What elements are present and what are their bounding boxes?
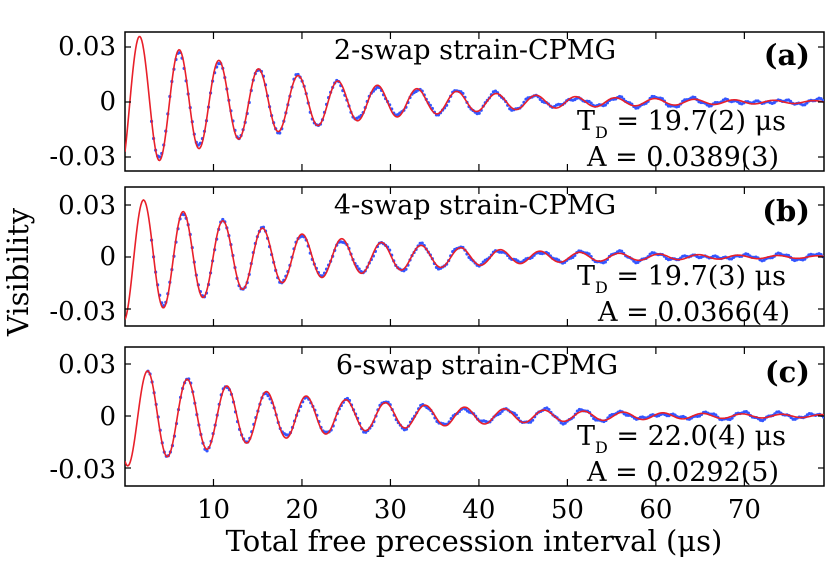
panel-c-ytick-label-mid: 0 [99, 402, 116, 432]
panel-c-annotation-a: A = 0.0292(5) [586, 457, 779, 488]
xtick-label-10: 10 [197, 495, 230, 525]
data-point [693, 95, 697, 100]
panel-c-annotation-td: TD = 22.0(4) μs [577, 421, 786, 457]
data-point [278, 131, 282, 135]
xtick-label-30: 30 [374, 495, 407, 525]
panel-b-ytick-label-bottom: -0.03 [49, 297, 116, 327]
panel-c: 0.03 0 -0.03 6-swap strain-CPMG (c) TD =… [49, 346, 825, 488]
data-point [364, 430, 368, 434]
panel-a-annotation-td: TD = 19.7(2) μs [577, 106, 786, 142]
data-point [463, 407, 468, 411]
data-point [529, 420, 533, 424]
xtick-label-40: 40 [462, 495, 495, 525]
data-point [788, 99, 793, 103]
panel-b-y-ticks [125, 204, 824, 310]
panel-c-ytick-label-bottom: -0.03 [49, 455, 116, 485]
data-point [677, 104, 681, 108]
panel-b-ytick-label-mid: 0 [99, 242, 116, 272]
x-axis-label: Total free precession interval (μs) [226, 524, 723, 558]
data-point [587, 252, 591, 256]
panel-a-title: 2-swap strain-CPMG [334, 35, 616, 66]
panel-a-label: (a) [764, 38, 810, 72]
data-point [563, 421, 567, 425]
panel-a-ytick-label-top: 0.03 [58, 32, 116, 62]
data-point [620, 249, 624, 253]
panel-a-fit-line [125, 35, 824, 162]
xtick-label-20: 20 [285, 495, 318, 525]
panel-a: 0.03 0 -0.03 2-swap strain-CPMG (a) TD =… [49, 31, 825, 173]
panel-b-annotation-td: TD = 19.7(3) μs [577, 261, 786, 297]
data-point [205, 449, 209, 453]
data-point [714, 413, 718, 417]
data-point [730, 416, 734, 420]
xtick-label-60: 60 [639, 495, 672, 525]
data-point [819, 97, 823, 101]
panel-c-ytick-label-top: 0.03 [58, 350, 116, 380]
data-point [589, 101, 593, 105]
panel-b: 0.03 0 -0.03 4-swap strain-CPMG (b) TD =… [49, 186, 825, 328]
y-axis-label: Visibility [1, 207, 35, 337]
data-point [420, 241, 424, 245]
panel-b-ytick-label-top: 0.03 [58, 191, 116, 221]
panel-a-y-ticks [125, 46, 824, 158]
panel-b-title: 4-swap strain-CPMG [334, 190, 616, 221]
panel-b-x-ticks [212, 187, 745, 326]
data-point [538, 97, 542, 101]
data-point [571, 255, 575, 259]
data-point [481, 260, 485, 264]
panel-a-annotation-a: A = 0.0389(3) [586, 142, 779, 173]
panel-b-fit-line [125, 199, 824, 320]
data-point [603, 103, 607, 107]
data-point [477, 111, 481, 115]
panel-c-x-ticks [212, 347, 745, 486]
data-point [547, 407, 551, 412]
panel-c-fit-line [125, 370, 824, 467]
panel-c-y-ticks [125, 363, 824, 469]
xtick-label-70: 70 [728, 495, 761, 525]
data-point [514, 413, 518, 417]
data-point [620, 95, 624, 99]
data-point [357, 267, 361, 271]
panel-b-label: (b) [762, 194, 810, 228]
xtick-label-50: 50 [551, 495, 584, 525]
panel-b-annotation-a: A = 0.0366(4) [597, 297, 790, 328]
panel-a-ytick-label-bottom: -0.03 [49, 142, 116, 172]
panel-c-label: (c) [765, 355, 810, 389]
data-point [603, 260, 607, 264]
data-point [498, 411, 502, 416]
panel-a-ytick-label-mid: 0 [99, 87, 116, 117]
panel-c-title: 6-swap strain-CPMG [336, 350, 618, 381]
panel-a-x-ticks [212, 32, 745, 171]
